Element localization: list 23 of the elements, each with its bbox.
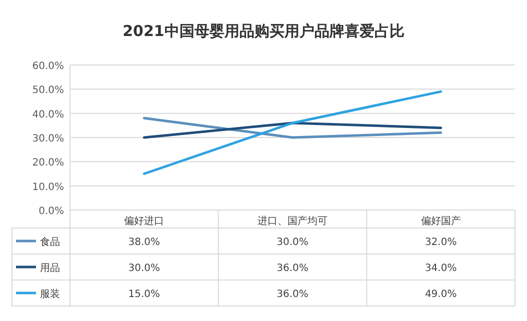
data-label: 30.0% bbox=[276, 237, 308, 248]
y-tick-label: 10.0% bbox=[32, 182, 64, 193]
data-label: 38.0% bbox=[128, 237, 160, 248]
y-tick-label: 50.0% bbox=[32, 85, 64, 96]
data-label: 30.0% bbox=[128, 263, 160, 274]
y-tick-label: 60.0% bbox=[32, 61, 64, 72]
chart-title: 2021中国母婴用品购买用户品牌喜爱占比 bbox=[122, 22, 404, 40]
data-label: 15.0% bbox=[128, 289, 160, 300]
x-tick-label: 偏好国产 bbox=[420, 215, 461, 227]
legend-label: 服装 bbox=[40, 288, 60, 300]
x-tick-label: 偏好进口 bbox=[124, 215, 164, 227]
legend-label: 用品 bbox=[40, 263, 60, 274]
y-tick-label: 0.0% bbox=[38, 206, 64, 217]
data-label: 36.0% bbox=[276, 289, 308, 300]
y-tick-label: 30.0% bbox=[32, 134, 64, 144]
data-label: 34.0% bbox=[424, 263, 457, 274]
data-label: 49.0% bbox=[424, 289, 457, 300]
data-label: 32.0% bbox=[424, 237, 457, 248]
data-label: 36.0% bbox=[276, 263, 308, 274]
x-tick-label: 进口、国产均可 bbox=[258, 215, 328, 227]
legend-label: 食品 bbox=[40, 236, 60, 248]
y-tick-label: 40.0% bbox=[32, 109, 64, 120]
y-tick-label: 20.0% bbox=[32, 158, 64, 169]
